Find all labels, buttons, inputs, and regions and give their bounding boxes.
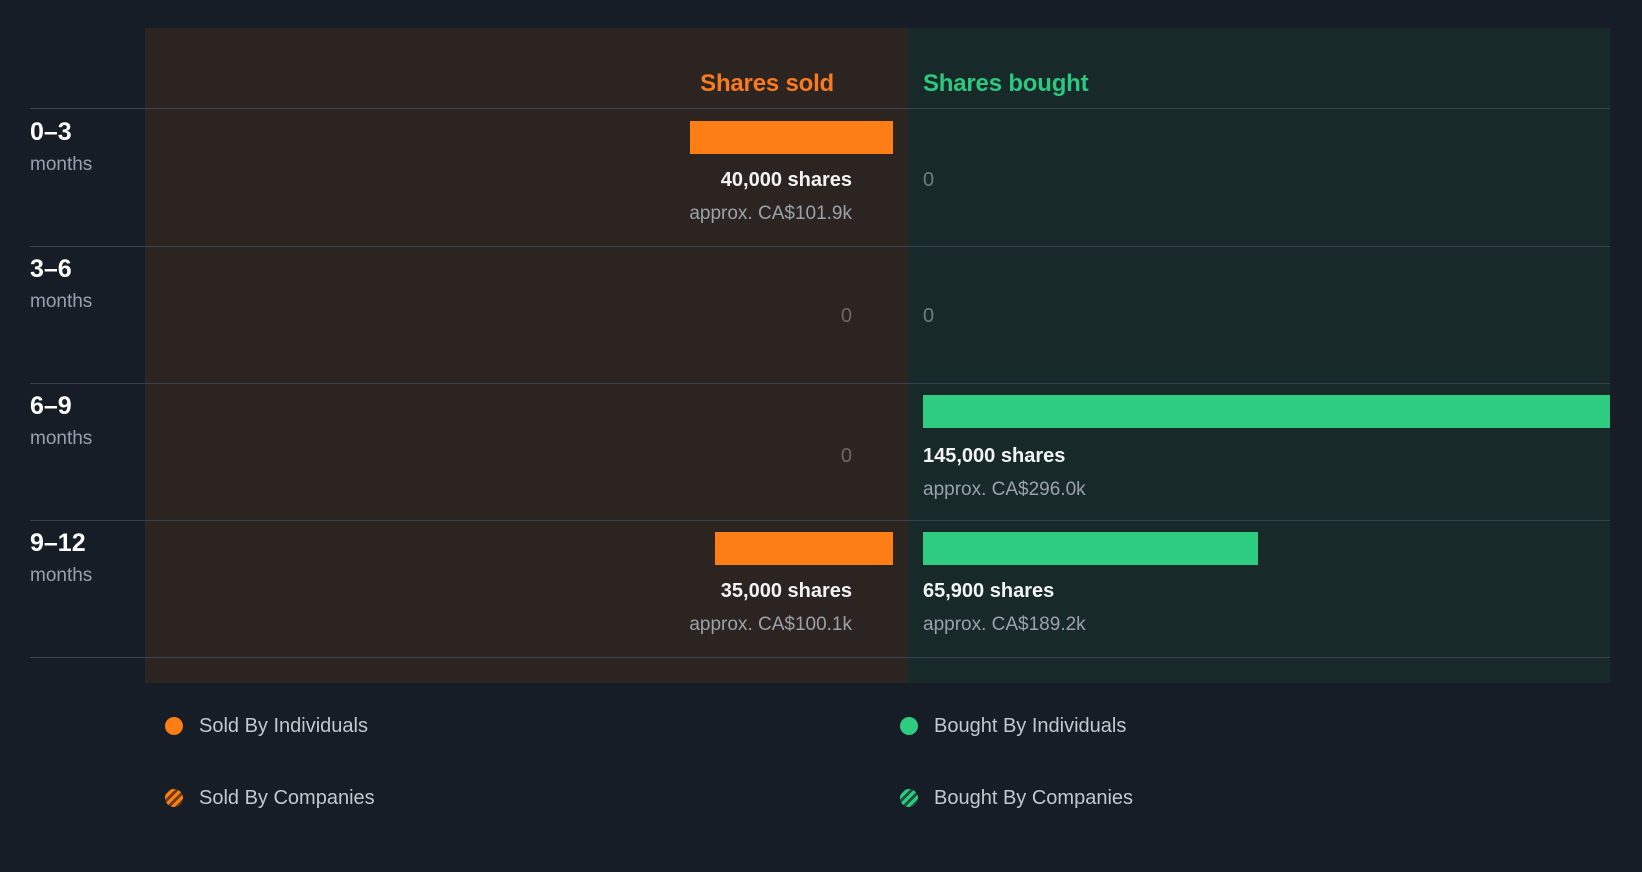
legend-label: Sold By Individuals [199,714,368,737]
sold-zero-6-9: 0 [840,445,852,467]
row-unit-label: months [30,291,93,312]
row-unit-label: months [30,154,93,175]
chart-header: Shares sold Shares bought [0,28,1642,108]
legend-label: Sold By Companies [199,786,375,809]
row-separator-top [30,108,1610,109]
bought-approx-value: approx. CA$189.2k [923,614,1086,635]
hatched-circle-green-icon [900,789,918,807]
sold-bar-0-3[interactable] [690,121,893,154]
bought-bar-9-12[interactable] [923,532,1258,565]
row-separator-1 [30,246,1610,247]
sold-bar-9-12[interactable] [715,532,893,565]
table-row: 9–12 months 35,000 shares approx. CA$100… [0,520,1642,657]
legend-item-bought-by-companies[interactable]: Bought By Companies [900,785,1133,811]
bought-shares-value: 65,900 shares [923,580,1055,602]
sold-shares-value: 40,000 shares [720,169,852,191]
row-separator-bottom [30,657,1610,658]
row-label-3-6: 3–6 months [30,255,140,315]
bought-approx-value: approx. CA$296.0k [923,479,1086,500]
bought-shares-value: 145,000 shares [923,445,1066,467]
row-separator-2 [30,383,1610,384]
legend-item-sold-by-companies[interactable]: Sold By Companies [165,785,375,811]
bought-values-9-12: 65,900 shares approx. CA$189.2k [923,579,1086,637]
legend-item-sold-by-individuals[interactable]: Sold By Individuals [165,713,368,739]
table-row: 3–6 months 0 0 [0,246,1642,383]
row-range-label: 0–3 [30,118,72,146]
sold-shares-value: 35,000 shares [720,580,852,602]
row-label-0-3: 0–3 months [30,118,140,178]
row-label-6-9: 6–9 months [30,392,140,452]
bought-bar-6-9[interactable] [923,395,1610,428]
sold-approx-value: approx. CA$100.1k [689,614,852,635]
chart-legend: Sold By Individuals Bought By Individual… [0,690,1642,860]
legend-label: Bought By Individuals [934,714,1127,737]
row-label-9-12: 9–12 months [30,529,140,589]
sold-zero-3-6: 0 [840,305,852,327]
table-row: 6–9 months 0 145,000 shares approx. CA$2… [0,383,1642,520]
row-unit-label: months [30,428,93,449]
legend-item-bought-by-individuals[interactable]: Bought By Individuals [900,713,1126,739]
shares-bought-header: Shares bought [923,70,1089,97]
table-row: 0–3 months 40,000 shares approx. CA$101.… [0,108,1642,246]
row-range-label: 9–12 [30,529,86,557]
bought-zero-0-3: 0 [923,169,935,191]
filled-circle-orange-icon [165,717,183,735]
sold-values-9-12: 35,000 shares approx. CA$100.1k [689,579,852,637]
sold-approx-value: approx. CA$101.9k [689,203,852,224]
sold-values-0-3: 40,000 shares approx. CA$101.9k [689,168,852,226]
bought-column-panel [908,28,1610,683]
bought-zero-3-6: 0 [923,305,935,327]
row-range-label: 3–6 [30,255,72,283]
row-range-label: 6–9 [30,392,72,420]
bought-values-6-9: 145,000 shares approx. CA$296.0k [923,444,1086,502]
filled-circle-green-icon [900,717,918,735]
row-separator-3 [30,520,1610,521]
row-unit-label: months [30,565,93,586]
legend-label: Bought By Companies [934,786,1134,809]
shares-sold-header: Shares sold [700,70,834,97]
hatched-circle-orange-icon [165,789,183,807]
